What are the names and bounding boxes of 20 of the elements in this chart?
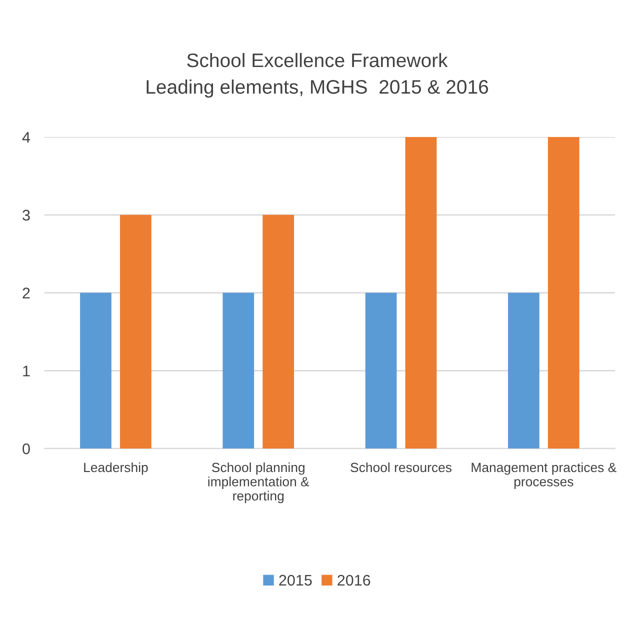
bar [548,137,580,449]
bar [222,292,254,449]
x-tick-label: School planning implementation & reporting [208,462,310,504]
bar [262,214,294,449]
x-tick-label: Management practices & processes [472,462,616,489]
x-tick-label: School resources [350,462,452,472]
y-tick-label: 0 [22,443,30,454]
legend-label: 2015 [279,574,312,586]
bar [508,292,540,449]
y-tick-label: 4 [22,132,30,143]
y-tick-label: 2 [22,288,30,298]
bar [80,292,112,449]
bar [120,214,152,449]
x-tick-label: Leadership [84,462,148,475]
legend-label: 2016 [338,574,370,586]
y-tick-label: 1 [23,366,30,376]
y-tick-label: 3 [22,210,30,221]
chart-title: School Excellence Framework Leading elements, MGHS 2015 & 2016 [146,52,488,98]
bar [405,137,437,449]
bar [365,292,397,449]
